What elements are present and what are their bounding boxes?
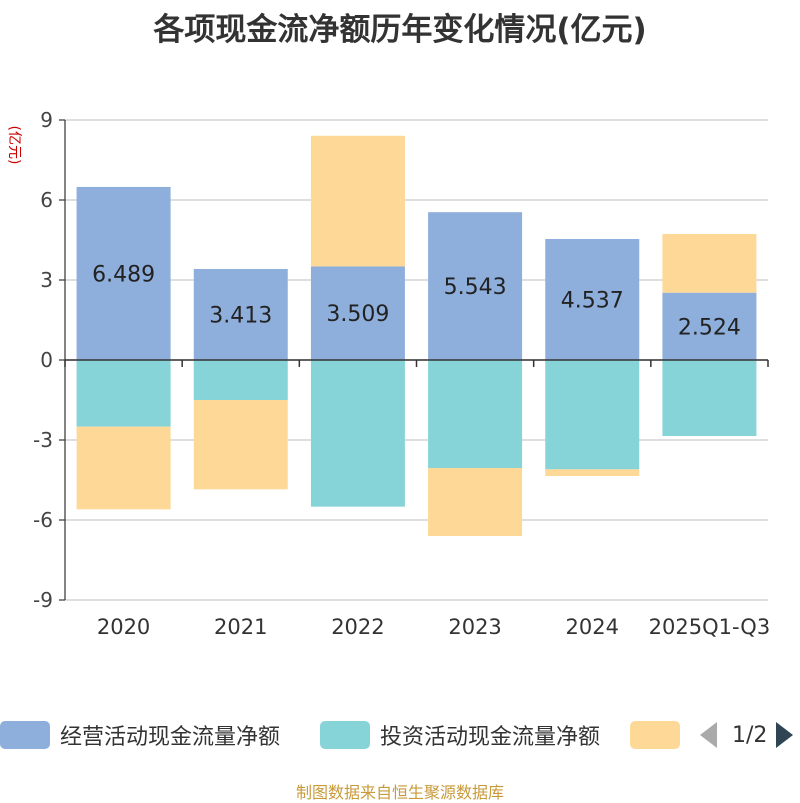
chart-plot: 9 6 3 0 -3 -6 -9 (亿元) 6.489 2020 3.413 2021 3.509 202… bbox=[6, 108, 771, 639]
legend-page-indicator: 1/2 bbox=[732, 722, 768, 748]
bar-2025Q1-Q3-s0 bbox=[662, 292, 757, 360]
x-tick-label: 2023 bbox=[448, 615, 501, 639]
y-tick-label: 3 bbox=[40, 268, 53, 292]
bar-2021-s2 bbox=[193, 400, 288, 490]
y-axis-label: (亿元) bbox=[6, 126, 22, 165]
bar-2024-s0 bbox=[545, 239, 640, 360]
next-page-icon[interactable] bbox=[776, 722, 794, 748]
y-tick-label: 0 bbox=[40, 348, 53, 372]
bar-2023-s2 bbox=[428, 468, 523, 536]
bar-2025Q1-Q3-s2 bbox=[662, 234, 757, 293]
bar-2022-s2 bbox=[310, 135, 405, 267]
bar-2020-s1 bbox=[76, 360, 171, 427]
y-tick-label: 9 bbox=[40, 108, 53, 132]
x-tick-label: 2021 bbox=[214, 615, 267, 639]
legend-label-investing: 投资活动现金流量净额 bbox=[380, 725, 601, 750]
legend-item-financing[interactable] bbox=[630, 715, 690, 755]
data-label: 4.537 bbox=[561, 289, 624, 314]
bar-2022-s1 bbox=[310, 360, 405, 507]
data-label: 2.524 bbox=[678, 315, 741, 340]
x-tick-label: 2022 bbox=[331, 615, 384, 639]
x-tick-label: 2024 bbox=[566, 615, 619, 639]
data-label: 6.489 bbox=[92, 262, 155, 287]
bar-2022-s0 bbox=[310, 266, 405, 360]
bar-2020-s2 bbox=[76, 426, 171, 510]
legend-swatch-investing bbox=[320, 721, 370, 749]
x-tick-label: 2025Q1-Q3 bbox=[649, 615, 771, 639]
bar-2020-s0 bbox=[76, 186, 171, 360]
chart-title: 各项现金流净额历年变化情况(亿元) bbox=[153, 12, 647, 48]
bar-2021-s1 bbox=[193, 360, 288, 400]
legend-swatch-operating bbox=[0, 721, 50, 749]
bar-2024-s1 bbox=[545, 360, 640, 470]
bar-2021-s0 bbox=[193, 268, 288, 360]
y-tick-label: -3 bbox=[33, 428, 53, 452]
legend-swatch-financing bbox=[630, 721, 680, 749]
source-note: 制图数据来自恒生聚源数据库 bbox=[295, 783, 504, 802]
prev-page-icon[interactable] bbox=[700, 722, 717, 748]
bar-2025Q1-Q3-s1 bbox=[662, 360, 757, 436]
legend-label-operating: 经营活动现金流量净额 bbox=[60, 725, 281, 750]
legend: 经营活动现金流量净额 投资活动现金流量净额 1/2 bbox=[0, 715, 800, 755]
y-tick-label: -9 bbox=[33, 588, 53, 612]
y-tick-label: 6 bbox=[40, 188, 53, 212]
data-label: 3.413 bbox=[209, 303, 272, 328]
y-tick-label: -6 bbox=[33, 508, 53, 532]
bar-2023-s0 bbox=[428, 212, 523, 360]
x-tick-label: 2020 bbox=[97, 615, 150, 639]
data-label: 3.509 bbox=[326, 302, 389, 327]
bar-2024-s2 bbox=[545, 469, 640, 476]
legend-item-operating[interactable]: 经营活动现金流量净额 bbox=[0, 715, 280, 755]
legend-pager: 1/2 bbox=[700, 715, 794, 755]
bar-2023-s1 bbox=[428, 360, 523, 468]
data-label: 5.543 bbox=[444, 275, 507, 300]
legend-item-investing[interactable]: 投资活动现金流量净额 bbox=[320, 715, 600, 755]
